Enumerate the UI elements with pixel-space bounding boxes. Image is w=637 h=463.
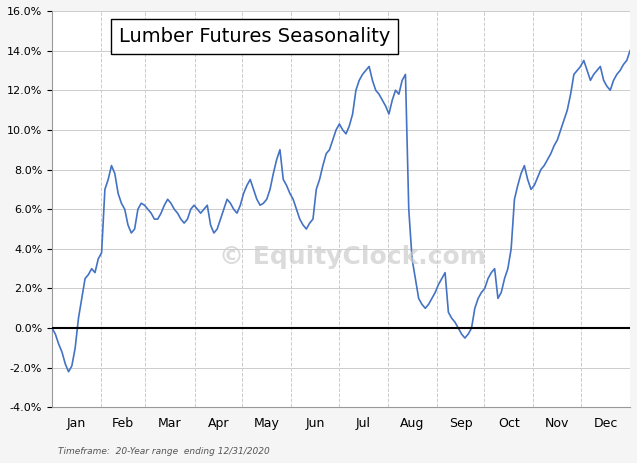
Text: Timeframe:  20-Year range  ending 12/31/2020: Timeframe: 20-Year range ending 12/31/20… bbox=[58, 447, 269, 456]
Text: Lumber Futures Seasonality: Lumber Futures Seasonality bbox=[118, 27, 390, 46]
Text: © EquityClock.com: © EquityClock.com bbox=[219, 245, 486, 269]
